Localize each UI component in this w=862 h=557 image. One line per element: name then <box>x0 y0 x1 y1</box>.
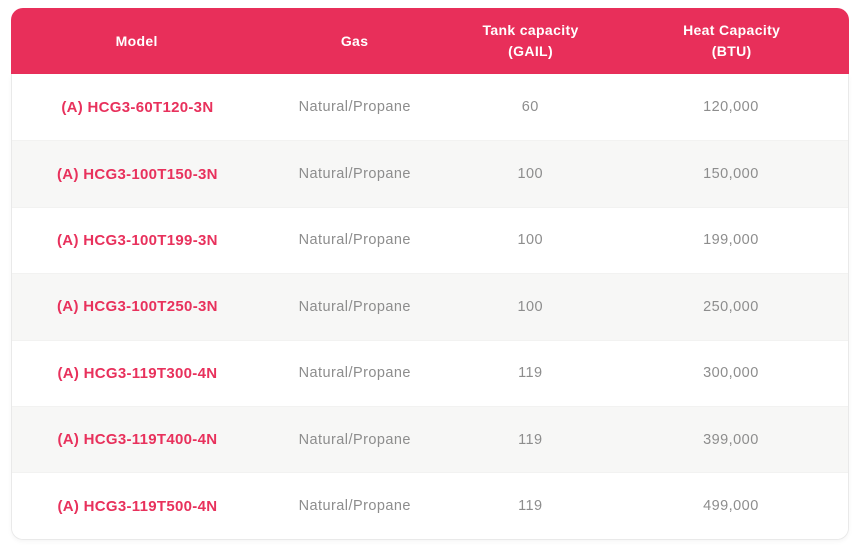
column-header-model: Model <box>11 8 262 74</box>
cell-gas: Natural/Propane <box>298 498 411 515</box>
cell-gas: Natural/Propane <box>298 232 411 249</box>
table-body: (A) HCG3-60T120-3N Natural/Propane 60 120,0… <box>11 74 849 540</box>
column-header-label: Model <box>115 32 158 49</box>
product-spec-table: Model Gas Tank capacity (GAIL) Heat Capac… <box>11 8 849 540</box>
table-row: (A) HCG3-100T150-3N Natural/Propane 100 150… <box>12 140 848 207</box>
cell-heat: 199,000 <box>703 232 759 249</box>
column-header-tank-capacity: Tank capacity (GAIL) <box>447 8 615 74</box>
column-header-label: Heat Capacity <box>683 22 781 38</box>
table-header-row: Model Gas Tank capacity (GAIL) Heat Capac… <box>11 8 849 74</box>
table-row: (A) HCG3-119T300-4N Natural/Propane 119 300… <box>12 339 848 406</box>
cell-tank: 119 <box>518 365 543 382</box>
column-header-heat-capacity: Heat Capacity (BTU) <box>614 8 849 74</box>
table-row: (A) HCG3-119T400-4N Natural/Propane 119 399… <box>12 405 848 473</box>
cell-heat: 499,000 <box>703 498 759 515</box>
cell-gas: Natural/Propane <box>298 298 411 315</box>
cell-heat: 120,000 <box>703 99 759 116</box>
table-row: (A) HCG3-100T199-3N Natural/Propane 100 199… <box>12 206 848 274</box>
cell-gas: Natural/Propane <box>298 166 411 183</box>
cell-tank: 60 <box>521 99 539 116</box>
column-header-sublabel: (GAIL) <box>508 43 553 59</box>
model-link[interactable]: (A) HCG3-119T500-4N <box>57 497 218 515</box>
table-row: (A) HCG3-119T500-4N Natural/Propane 119 499… <box>12 472 848 539</box>
table-row: (A) HCG3-60T120-3N Natural/Propane 60 120,0… <box>12 74 848 141</box>
column-header-label: Gas <box>340 32 369 49</box>
cell-heat: 300,000 <box>703 365 759 382</box>
cell-gas: Natural/Propane <box>298 99 411 116</box>
column-header-gas: Gas <box>262 8 446 74</box>
cell-gas: Natural/Propane <box>298 431 411 448</box>
cell-heat: 399,000 <box>703 431 759 448</box>
table-row: (A) HCG3-100T250-3N Natural/Propane 100 250… <box>12 273 848 340</box>
column-header-label: Tank capacity <box>482 22 579 38</box>
cell-tank: 119 <box>518 498 543 515</box>
model-link[interactable]: (A) HCG3-100T150-3N <box>57 165 218 183</box>
cell-tank: 100 <box>517 298 544 315</box>
model-link[interactable]: (A) HCG3-119T400-4N <box>57 431 218 449</box>
model-link[interactable]: (A) HCG3-100T250-3N <box>57 298 218 316</box>
cell-heat: 150,000 <box>703 166 759 183</box>
model-link[interactable]: (A) HCG3-100T199-3N <box>57 231 218 249</box>
model-link[interactable]: (A) HCG3-119T300-4N <box>57 364 218 382</box>
cell-tank: 119 <box>518 431 543 448</box>
model-link[interactable]: (A) HCG3-60T120-3N <box>61 98 214 116</box>
cell-tank: 100 <box>517 166 544 183</box>
cell-gas: Natural/Propane <box>298 365 411 382</box>
cell-heat: 250,000 <box>703 298 759 315</box>
cell-tank: 100 <box>517 232 544 249</box>
column-header-sublabel: (BTU) <box>711 43 752 59</box>
